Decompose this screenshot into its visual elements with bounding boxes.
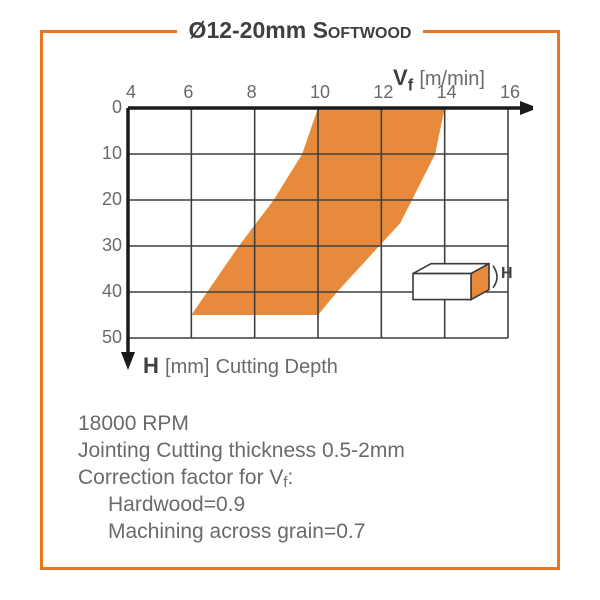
material-label: Softwood [313,17,412,43]
y-tick: 0 [96,97,122,118]
y-tick: 40 [96,281,122,302]
title-wrap: Ø12-20mm Softwood [43,17,557,44]
card-title: Ø12-20mm Softwood [177,17,424,44]
y-tick: 20 [96,189,122,210]
y-tick: 30 [96,235,122,256]
x-tick: 10 [310,82,330,103]
across-grain-line: Machining across grain=0.7 [78,519,537,546]
chart-svg: H [73,73,533,393]
h-unit: [mm] [165,356,209,378]
y-axis-label: H [mm] Cutting Depth [143,353,338,379]
rpm-line: 18000 RPM [78,411,537,438]
diameter-range: 12-20mm [206,17,306,43]
diameter-symbol: Ø [189,17,207,43]
y-tick: 50 [96,327,122,348]
vf-symbol: Vf [393,65,413,90]
x-tick: 14 [437,82,457,103]
x-tick: 16 [500,82,520,103]
x-tick: 12 [373,82,393,103]
y-tick: 10 [96,143,122,164]
h-symbol: H [143,353,159,378]
hardwood-line: Hardwood=0.9 [78,492,537,519]
svg-text:H: H [501,265,513,282]
x-tick: 6 [183,82,193,103]
chart-card: Ø12-20mm Softwood H Vf [m/min] H [mm] Cu… [40,30,560,570]
x-tick: 8 [247,82,257,103]
correction-line: Correction factor for Vf: [78,465,537,492]
jointing-line: Jointing Cutting thickness 0.5-2mm [78,438,537,465]
x-tick: 4 [126,82,136,103]
notes-block: 18000 RPM Jointing Cutting thickness 0.5… [78,411,537,545]
h-desc: Cutting Depth [216,356,338,378]
chart-area: H Vf [m/min] H [mm] Cutting Depth 468101… [73,73,533,373]
